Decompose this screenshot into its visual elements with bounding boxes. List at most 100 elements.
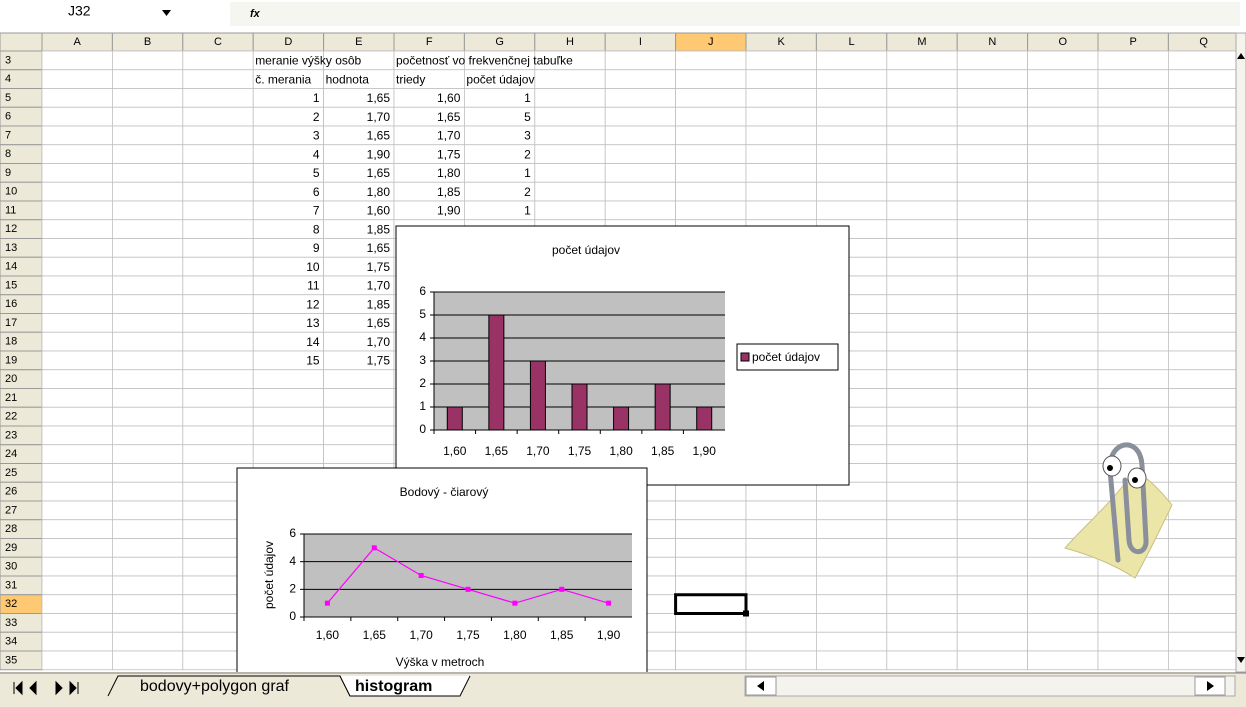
cell[interactable] <box>42 239 112 258</box>
cell[interactable] <box>887 89 957 108</box>
cell[interactable] <box>42 107 112 126</box>
cell[interactable] <box>1028 164 1098 183</box>
name-box[interactable]: J32 <box>68 3 91 19</box>
cell[interactable] <box>42 314 112 333</box>
cell[interactable] <box>112 295 182 314</box>
cell[interactable] <box>42 332 112 351</box>
cell[interactable] <box>253 426 323 445</box>
cell[interactable] <box>1168 51 1238 70</box>
cell[interactable] <box>535 182 605 201</box>
cell[interactable] <box>42 276 112 295</box>
cell[interactable] <box>816 182 886 201</box>
cell[interactable] <box>746 164 816 183</box>
cell[interactable] <box>746 595 816 614</box>
cell[interactable] <box>42 295 112 314</box>
cell[interactable] <box>1098 239 1168 258</box>
cell[interactable] <box>1028 239 1098 258</box>
cell[interactable] <box>112 501 182 520</box>
cell[interactable] <box>957 576 1027 595</box>
cell[interactable] <box>112 614 182 633</box>
cell[interactable] <box>676 70 746 89</box>
cell[interactable] <box>42 201 112 220</box>
cell[interactable] <box>183 295 253 314</box>
cell[interactable] <box>253 407 323 426</box>
cell[interactable] <box>112 520 182 539</box>
cell[interactable] <box>1098 632 1168 651</box>
cell[interactable] <box>324 445 394 464</box>
cell[interactable] <box>676 51 746 70</box>
cell[interactable] <box>535 201 605 220</box>
cell[interactable] <box>887 295 957 314</box>
cell[interactable] <box>112 164 182 183</box>
cell[interactable] <box>1098 595 1168 614</box>
cell[interactable] <box>42 539 112 558</box>
cell[interactable] <box>1028 70 1098 89</box>
cell[interactable] <box>887 239 957 258</box>
cell[interactable] <box>1028 89 1098 108</box>
cell[interactable] <box>1168 201 1238 220</box>
cell[interactable] <box>957 482 1027 501</box>
cell[interactable] <box>957 595 1027 614</box>
horizontal-scrollbar[interactable] <box>745 676 1235 696</box>
cell[interactable] <box>887 314 957 333</box>
cell[interactable] <box>112 314 182 333</box>
cell[interactable] <box>1168 539 1238 558</box>
cell[interactable] <box>1028 126 1098 145</box>
cell[interactable] <box>112 239 182 258</box>
cell[interactable] <box>324 389 394 408</box>
cell[interactable] <box>1028 557 1098 576</box>
cell[interactable] <box>816 651 886 670</box>
select-all[interactable] <box>0 33 42 51</box>
tab-label[interactable]: bodovy+polygon graf <box>140 678 290 695</box>
cell[interactable] <box>605 89 675 108</box>
cell[interactable] <box>957 332 1027 351</box>
cell[interactable] <box>112 126 182 145</box>
cell[interactable] <box>183 257 253 276</box>
fx-icon[interactable]: fx <box>250 8 261 20</box>
cell[interactable] <box>535 70 605 89</box>
cell[interactable] <box>183 164 253 183</box>
cell[interactable] <box>816 164 886 183</box>
cell[interactable] <box>816 614 886 633</box>
cell[interactable] <box>887 576 957 595</box>
cell[interactable] <box>957 539 1027 558</box>
cell[interactable] <box>112 632 182 651</box>
cell[interactable] <box>42 389 112 408</box>
cell[interactable] <box>957 351 1027 370</box>
cell[interactable] <box>816 632 886 651</box>
cell[interactable] <box>1098 576 1168 595</box>
cell[interactable] <box>1168 295 1238 314</box>
cell[interactable] <box>887 482 957 501</box>
cell[interactable] <box>957 389 1027 408</box>
cell[interactable] <box>957 220 1027 239</box>
cell[interactable] <box>1168 276 1238 295</box>
formula-input[interactable] <box>230 2 1240 26</box>
cell[interactable] <box>887 595 957 614</box>
cell[interactable] <box>816 576 886 595</box>
cell[interactable] <box>1098 89 1168 108</box>
cell[interactable] <box>1028 276 1098 295</box>
cell[interactable] <box>112 557 182 576</box>
cell[interactable] <box>1028 445 1098 464</box>
cell[interactable] <box>1028 576 1098 595</box>
cell[interactable] <box>1168 482 1238 501</box>
cell[interactable] <box>535 89 605 108</box>
cell[interactable] <box>887 257 957 276</box>
cell[interactable] <box>1028 201 1098 220</box>
cell[interactable] <box>1028 407 1098 426</box>
cell[interactable] <box>1028 614 1098 633</box>
cell[interactable] <box>887 464 957 483</box>
cell[interactable] <box>1168 464 1238 483</box>
cell[interactable] <box>816 89 886 108</box>
cell[interactable] <box>1098 220 1168 239</box>
cell[interactable] <box>1028 257 1098 276</box>
cell[interactable] <box>1168 332 1238 351</box>
cell[interactable] <box>1168 389 1238 408</box>
cell[interactable] <box>42 370 112 389</box>
cell[interactable] <box>112 370 182 389</box>
cell[interactable] <box>183 70 253 89</box>
cell[interactable] <box>1168 220 1238 239</box>
cell[interactable] <box>42 445 112 464</box>
cell[interactable] <box>535 126 605 145</box>
cell[interactable] <box>1098 332 1168 351</box>
